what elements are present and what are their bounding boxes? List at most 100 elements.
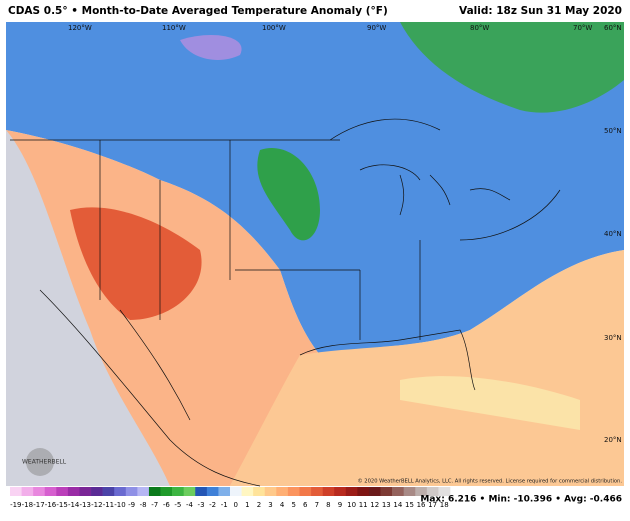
- colorbar-label: -7: [151, 501, 158, 509]
- colorbar-swatch: [125, 487, 138, 496]
- boundaries: [10, 118, 561, 487]
- colorbar-swatch: [415, 487, 428, 496]
- colorbar-label: -12: [91, 501, 102, 509]
- colorbar-label: -13: [80, 501, 91, 509]
- colorbar-label: -2: [209, 501, 216, 509]
- lon-label: 90°W: [367, 24, 386, 32]
- logo: WEATHERBELL: [22, 459, 67, 466]
- colorbar-label: 18: [440, 501, 449, 509]
- colorbar-swatch: [148, 487, 161, 496]
- colorbar-swatch: [241, 487, 254, 496]
- strong-cold-anomaly: [30, 22, 624, 113]
- colorbar-swatch: [91, 487, 103, 496]
- colorbar-swatch: [195, 487, 208, 496]
- colorbar-swatch: [426, 487, 439, 496]
- colorbar-swatch: [33, 487, 46, 496]
- colorbar-swatch: [183, 487, 196, 496]
- colorbar-swatch: [21, 487, 34, 496]
- lon-label: 110°W: [162, 24, 186, 32]
- colorbar-label: -19: [10, 501, 21, 509]
- colorbar-swatch: [299, 487, 312, 496]
- colorbar-label: 16: [417, 501, 426, 509]
- colorbar-label: 7: [315, 501, 319, 509]
- colorbar-swatch: [345, 487, 358, 496]
- cold-pocket: [257, 148, 320, 241]
- colorbar-label: 1: [245, 501, 249, 509]
- colorbar-label: -8: [140, 501, 147, 509]
- colorbar-label: 4: [280, 501, 285, 509]
- colorbar-label: 3: [268, 501, 272, 509]
- colorbar-label: 9: [338, 501, 342, 509]
- colorbar-swatch: [264, 487, 277, 496]
- pacific: [6, 130, 170, 486]
- lat-label: 50°N: [604, 127, 622, 135]
- colorbar-swatch: [334, 487, 347, 496]
- colorbar-label: -3: [198, 501, 205, 509]
- caribbean: [400, 376, 580, 430]
- colorbar-label: 13: [382, 501, 391, 509]
- colorbar-label: -1: [221, 501, 228, 509]
- colorbar-swatch: [114, 487, 127, 496]
- colorbar-swatch: [137, 487, 150, 496]
- colorbar-swatch: [311, 487, 323, 496]
- colorbar-label: 12: [370, 501, 379, 509]
- lat-label: 40°N: [604, 230, 622, 238]
- valid-time: Valid: 18z Sun 31 May 2020: [459, 5, 622, 17]
- colorbar-swatch: [368, 487, 381, 496]
- colorbar-swatch: [160, 487, 173, 496]
- lat-label: 60°N: [604, 24, 622, 32]
- lon-label: 70°W: [573, 24, 592, 32]
- warm-anomaly-south: [230, 250, 624, 486]
- colorbar-label: 2: [257, 501, 261, 509]
- colorbar-swatch: [79, 487, 92, 496]
- stats: Max: 6.216 • Min: -10.396 • Avg: -0.466: [420, 495, 622, 505]
- colorbar-swatch: [438, 487, 451, 496]
- colorbar-swatch: [253, 487, 266, 496]
- colorbar-swatch: [102, 487, 115, 496]
- colorbar-label: -16: [45, 501, 57, 509]
- lon-label: 120°W: [68, 24, 92, 32]
- colorbar-swatch: [44, 487, 57, 496]
- colorbar-swatch: [322, 487, 335, 496]
- colorbar-label: 10: [347, 501, 356, 509]
- colorbar-label: -4: [186, 501, 194, 509]
- colorbar-label: -17: [33, 501, 44, 509]
- colorbar-swatch: [357, 487, 370, 496]
- colorbar-swatch: [403, 487, 416, 496]
- colorbar-label: 17: [428, 501, 437, 509]
- colorbar: -19 -18 -17 -16 -15 -14 -13 -12 -11 -10 -9 -8 -7 -6 -5…: [10, 487, 451, 509]
- colorbar-label: 0: [234, 501, 238, 509]
- colorbar-swatch: [10, 487, 22, 496]
- logo-globe: [26, 448, 54, 476]
- colorbar-swatch: [172, 487, 184, 496]
- header-title: CDAS 0.5° • Month-to-Date Averaged Tempe…: [8, 5, 388, 17]
- lon-label: 100°W: [262, 24, 286, 32]
- colorbar-label: 15: [405, 501, 414, 509]
- colorbar-swatch: [380, 487, 393, 496]
- great-lakes: [359, 164, 511, 216]
- colorbar-swatch: [206, 487, 219, 496]
- lat-label: 20°N: [604, 436, 622, 444]
- colorbar-swatch: [392, 487, 404, 496]
- colorbar-swatch: [287, 487, 300, 496]
- colorbar-swatch: [67, 487, 80, 496]
- coldest-pocket: [180, 35, 242, 60]
- colorbar-label: -6: [163, 501, 171, 509]
- colorbar-swatch: [56, 487, 69, 496]
- colorbar-label: -5: [174, 501, 181, 509]
- map: 120°W 110°W 100°W 90°W 80°W 70°W 60°N 50…: [6, 22, 624, 487]
- colorbar-label: -15: [56, 501, 67, 509]
- colorbar-label: 11: [359, 501, 368, 509]
- lon-label: 80°W: [470, 24, 489, 32]
- strong-warm-anomaly: [70, 207, 202, 320]
- lat-label: 30°N: [604, 334, 622, 342]
- colorbar-label: -10: [114, 501, 125, 509]
- colorbar-label: 6: [303, 501, 308, 509]
- colorbar-swatch: [230, 487, 242, 496]
- colorbar-label: -11: [103, 501, 114, 509]
- colorbar-label: -18: [22, 501, 33, 509]
- colorbar-label: -9: [128, 501, 135, 509]
- colorbar-label: -14: [68, 501, 80, 509]
- copyright: © 2020 WeatherBELL Analytics, LLC. All r…: [357, 478, 622, 485]
